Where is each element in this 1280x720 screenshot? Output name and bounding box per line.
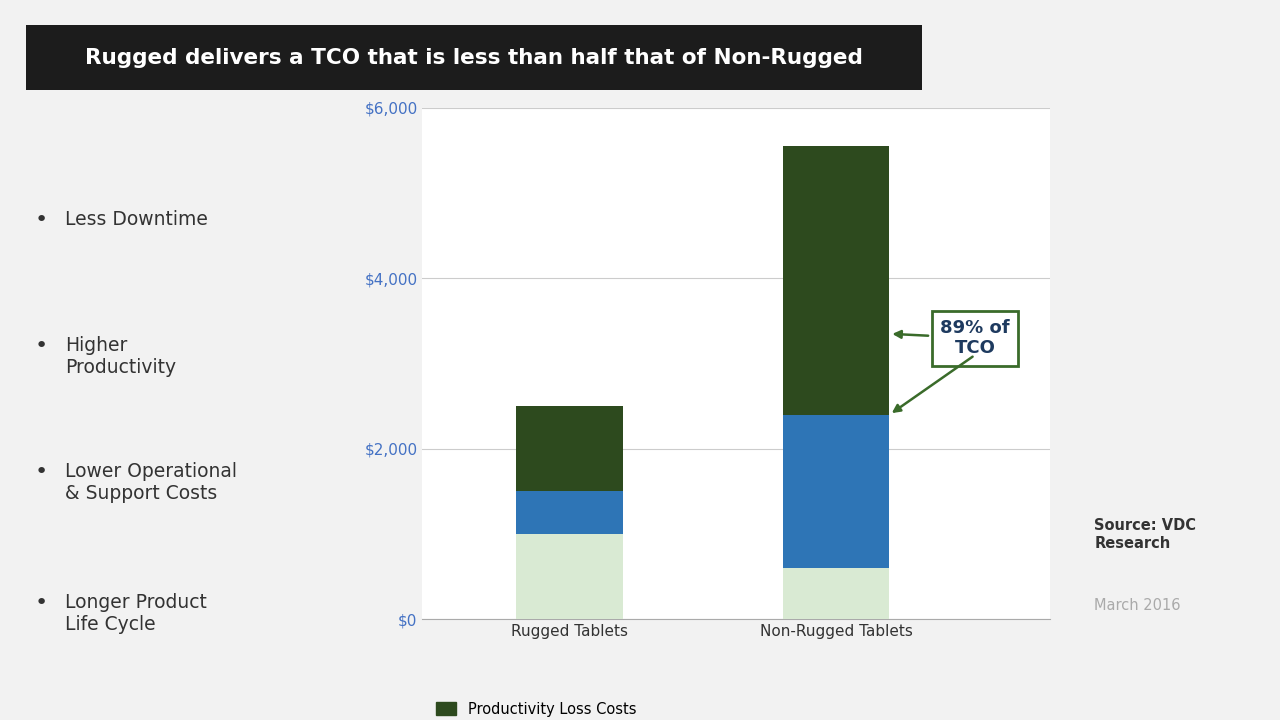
Legend: Productivity Loss Costs, IT Support Costs: Productivity Loss Costs, IT Support Cost… [430, 696, 643, 720]
Text: Longer Product
Life Cycle: Longer Product Life Cycle [65, 593, 206, 634]
Text: Rugged delivers a TCO that is less than half that of Non-Rugged: Rugged delivers a TCO that is less than … [84, 48, 863, 68]
Text: March 2016: March 2016 [1094, 598, 1181, 613]
Bar [516, 534, 622, 619]
Bar [516, 406, 622, 491]
Bar [782, 568, 890, 619]
Text: •: • [35, 593, 49, 613]
Text: 89% of
TCO: 89% of TCO [895, 319, 1010, 357]
Text: •: • [35, 462, 49, 482]
Text: Lower Operational
& Support Costs: Lower Operational & Support Costs [65, 462, 237, 503]
Text: •: • [35, 336, 49, 356]
Bar [516, 491, 622, 534]
Bar [782, 146, 890, 415]
Text: •: • [35, 210, 49, 230]
Bar [782, 415, 890, 568]
Text: Higher
Productivity: Higher Productivity [65, 336, 175, 377]
Text: Source: VDC
Research: Source: VDC Research [1094, 518, 1197, 551]
Text: Less Downtime: Less Downtime [65, 210, 207, 229]
